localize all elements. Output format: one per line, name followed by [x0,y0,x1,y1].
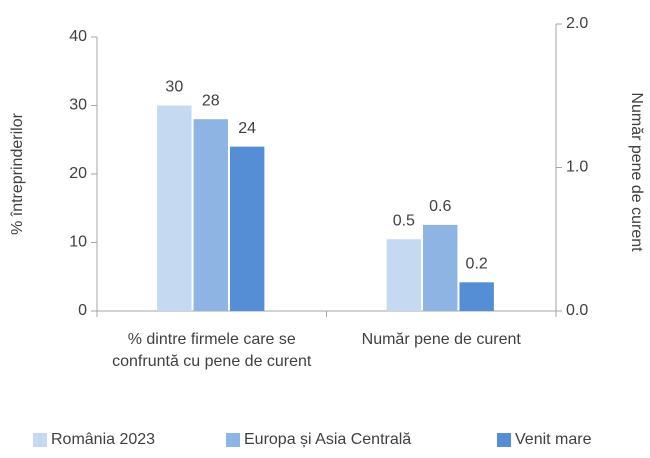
y2-axis-title: Număr pene de curent [628,92,645,252]
y2-tick-label: 2.0 [566,15,588,32]
y-tick-label: 20 [69,165,87,182]
bar [157,105,192,311]
data-label: 0.2 [466,256,488,273]
legend-item: România 2023 [33,431,155,449]
y-tick-label: 40 [69,28,87,45]
data-label: 24 [238,120,256,137]
y-tick-label: 0 [78,302,87,319]
legend-item: Venit mare [497,431,591,449]
bar [229,146,265,311]
legend-swatch [226,433,240,447]
bar [386,239,422,311]
bar [459,282,494,311]
y-tick-label: 30 [69,97,87,114]
bar [423,224,458,311]
data-label: 0.5 [393,212,415,229]
y-tick-label: 10 [69,234,87,251]
y2-tick-label: 1.0 [566,159,588,176]
legend-swatch [33,433,47,447]
legend-label: Europa și Asia Centrală [244,431,412,448]
legend-label: România 2023 [51,431,156,448]
data-label: 30 [165,79,183,96]
legend-swatch [497,433,511,447]
legend-item: Europa și Asia Centrală [226,431,411,449]
x-tick-label: % dintre firmele care se confruntă cu pe… [112,331,312,370]
data-label: 0.6 [429,198,451,215]
bar [193,119,228,311]
data-label: 28 [202,92,220,109]
x-tick-label: Număr pene de curent [361,331,521,348]
y-axis-title: % întreprinderilor [9,112,26,235]
y2-tick-label: 0.0 [566,302,588,319]
legend-label: Venit mare [515,431,592,448]
